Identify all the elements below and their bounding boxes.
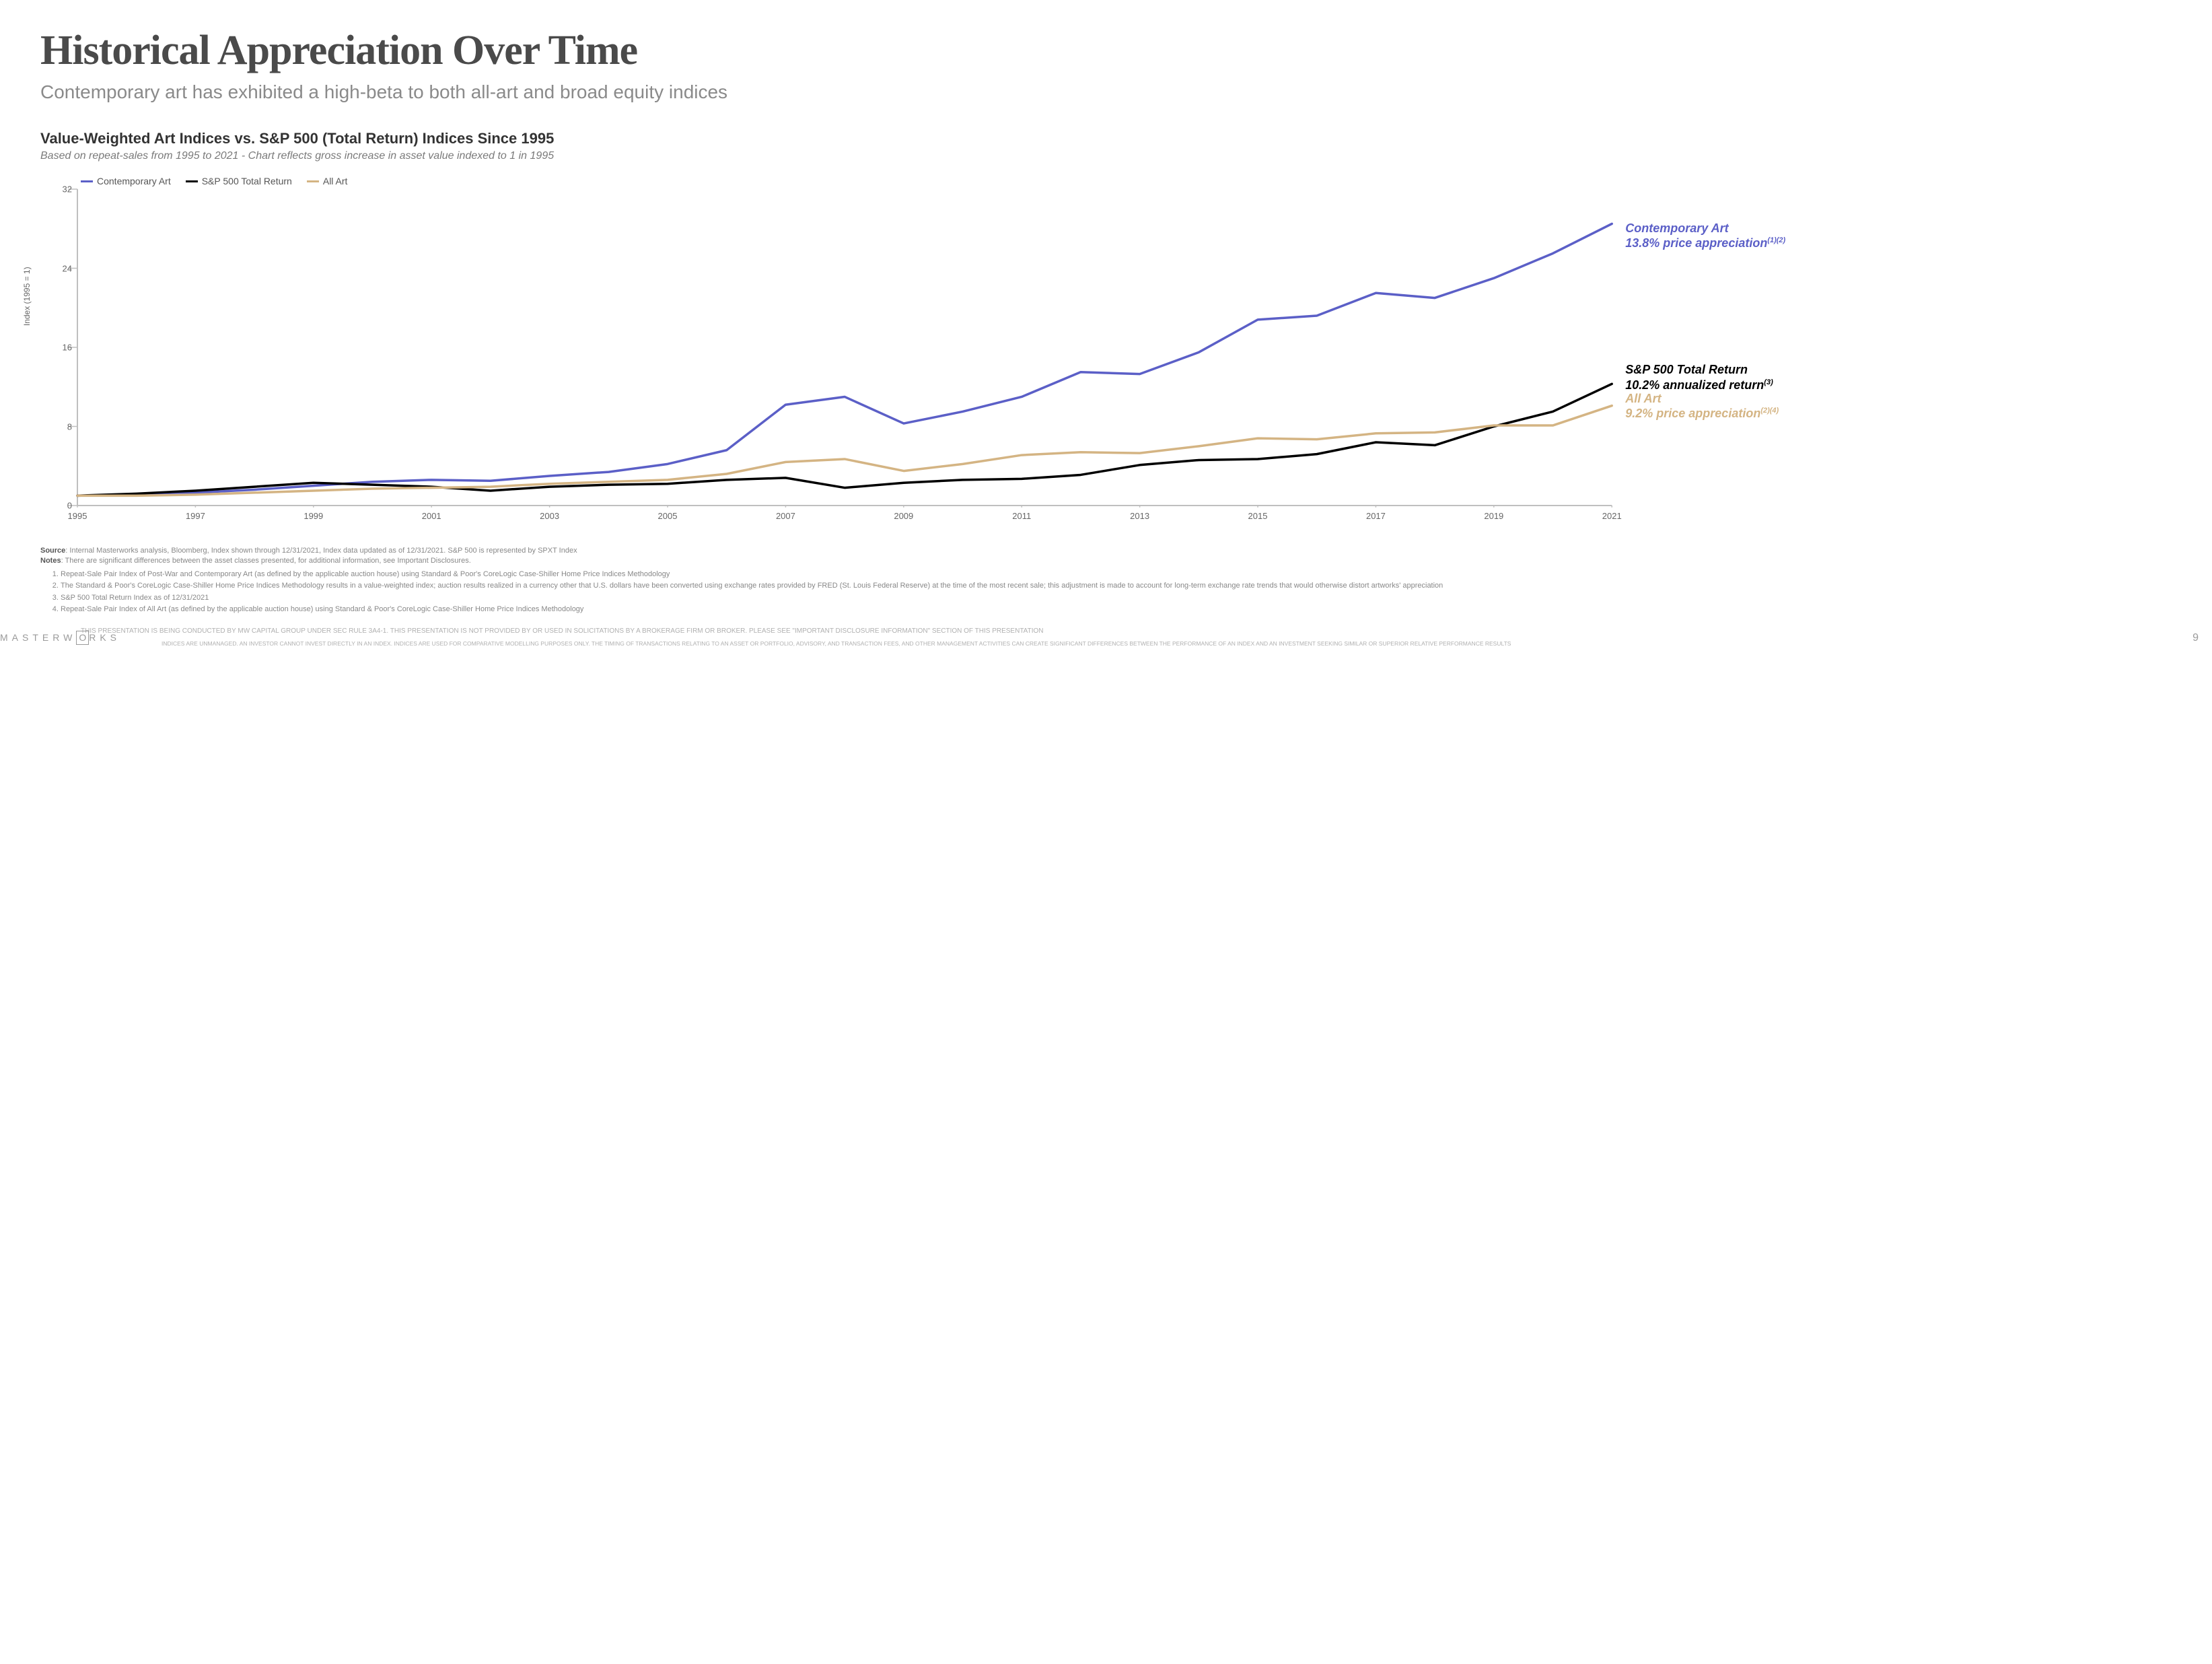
source-notes: Source: Internal Masterworks analysis, B… bbox=[40, 546, 2172, 615]
legend-item-sp500: S&P 500 Total Return bbox=[186, 176, 292, 186]
callout-series-name: All Art bbox=[1625, 391, 1779, 407]
footer-disclaimer: MASTERWORKS 9 THIS PRESENTATION IS BEING… bbox=[40, 627, 2172, 648]
x-tick-label: 1999 bbox=[304, 506, 323, 521]
legend-swatch bbox=[81, 180, 93, 182]
page-title: Historical Appreciation Over Time bbox=[40, 27, 2172, 75]
line-chart: Contemporary Art S&P 500 Total Return All … bbox=[40, 176, 2172, 526]
y-axis-label: Index (1995 = 1) bbox=[22, 267, 32, 326]
legend-swatch bbox=[307, 180, 319, 182]
x-tick-label: 1997 bbox=[186, 506, 205, 521]
callout-series-name: S&P 500 Total Return bbox=[1625, 362, 1773, 378]
brand-pre: MASTERW bbox=[0, 632, 76, 643]
footnote-1: Repeat-Sale Pair Index of Post-War and C… bbox=[61, 569, 2172, 580]
chart-plot-area: 0816243219951997199920012003200520072009… bbox=[77, 189, 1612, 506]
x-tick-label: 2013 bbox=[1130, 506, 1149, 521]
footer-line-1: THIS PRESENTATION IS BEING CONDUCTED BY … bbox=[81, 627, 1044, 635]
notes-label: Notes bbox=[40, 557, 61, 565]
legend-label: S&P 500 Total Return bbox=[202, 176, 292, 186]
y-tick-label: 16 bbox=[63, 343, 77, 353]
x-tick-label: 2021 bbox=[1602, 506, 1622, 521]
brand-logo: MASTERWORKS bbox=[0, 631, 120, 645]
x-tick-label: 2005 bbox=[658, 506, 678, 521]
footer-line-2: INDICES ARE UNMANAGED. AN INVESTOR CANNO… bbox=[81, 640, 2172, 648]
brand-post: RKS bbox=[89, 632, 120, 643]
callout-value: 13.8% price appreciation(1)(2) bbox=[1625, 236, 1785, 251]
page-number: 9 bbox=[2192, 631, 2199, 646]
chart-subtitle: Based on repeat-sales from 1995 to 2021 … bbox=[40, 150, 2172, 162]
x-tick-label: 2019 bbox=[1484, 506, 1503, 521]
callout-contemporary: Contemporary Art13.8% price appreciation… bbox=[1625, 221, 1785, 251]
footnote-4: Repeat-Sale Pair Index of All Art (as de… bbox=[61, 604, 2172, 615]
x-tick-label: 2011 bbox=[1012, 506, 1031, 521]
chart-title: Value-Weighted Art Indices vs. S&P 500 (… bbox=[40, 130, 2172, 147]
legend-item-contemporary: Contemporary Art bbox=[81, 176, 171, 186]
callout-value: 9.2% price appreciation(2)(4) bbox=[1625, 406, 1779, 421]
y-tick-label: 8 bbox=[67, 421, 77, 431]
page-subtitle: Contemporary art has exhibited a high-be… bbox=[40, 81, 2172, 103]
x-tick-label: 2017 bbox=[1366, 506, 1386, 521]
y-tick-label: 32 bbox=[63, 184, 77, 195]
footnote-3: S&P 500 Total Return Index as of 12/31/2… bbox=[61, 593, 2172, 603]
x-tick-label: 2007 bbox=[776, 506, 795, 521]
legend-swatch bbox=[186, 180, 198, 182]
chart-legend: Contemporary Art S&P 500 Total Return All … bbox=[81, 176, 347, 186]
x-tick-label: 2009 bbox=[894, 506, 913, 521]
legend-label: All Art bbox=[323, 176, 348, 186]
brand-boxed-o: O bbox=[76, 631, 89, 645]
source-label: Source bbox=[40, 547, 65, 555]
x-tick-label: 1995 bbox=[68, 506, 87, 521]
x-tick-label: 2015 bbox=[1248, 506, 1268, 521]
footnote-2: The Standard & Poor's CoreLogic Case-Shi… bbox=[61, 581, 2172, 591]
legend-item-allart: All Art bbox=[307, 176, 348, 186]
notes-intro: : There are significant differences betw… bbox=[61, 557, 471, 565]
callout-sp500: S&P 500 Total Return10.2% annualized ret… bbox=[1625, 362, 1773, 392]
callout-allart: All Art9.2% price appreciation(2)(4) bbox=[1625, 391, 1779, 421]
source-text: : Internal Masterworks analysis, Bloombe… bbox=[65, 547, 577, 555]
callout-series-name: Contemporary Art bbox=[1625, 221, 1785, 236]
legend-label: Contemporary Art bbox=[97, 176, 171, 186]
x-tick-label: 2003 bbox=[540, 506, 559, 521]
y-tick-label: 24 bbox=[63, 263, 77, 273]
x-tick-label: 2001 bbox=[422, 506, 441, 521]
